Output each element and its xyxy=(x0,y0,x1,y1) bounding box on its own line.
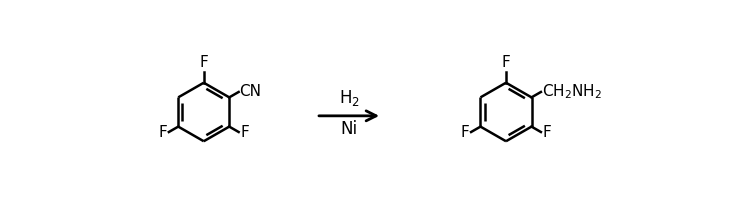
Text: Ni: Ni xyxy=(341,120,357,139)
Text: H$_2$: H$_2$ xyxy=(338,88,360,108)
Text: F: F xyxy=(240,124,249,139)
Text: F: F xyxy=(461,124,469,139)
Text: F: F xyxy=(501,55,510,70)
Text: CN: CN xyxy=(240,84,262,99)
Text: F: F xyxy=(159,124,167,139)
Text: CH$_2$NH$_2$: CH$_2$NH$_2$ xyxy=(542,83,602,101)
Text: F: F xyxy=(542,124,551,139)
Text: F: F xyxy=(200,55,208,70)
